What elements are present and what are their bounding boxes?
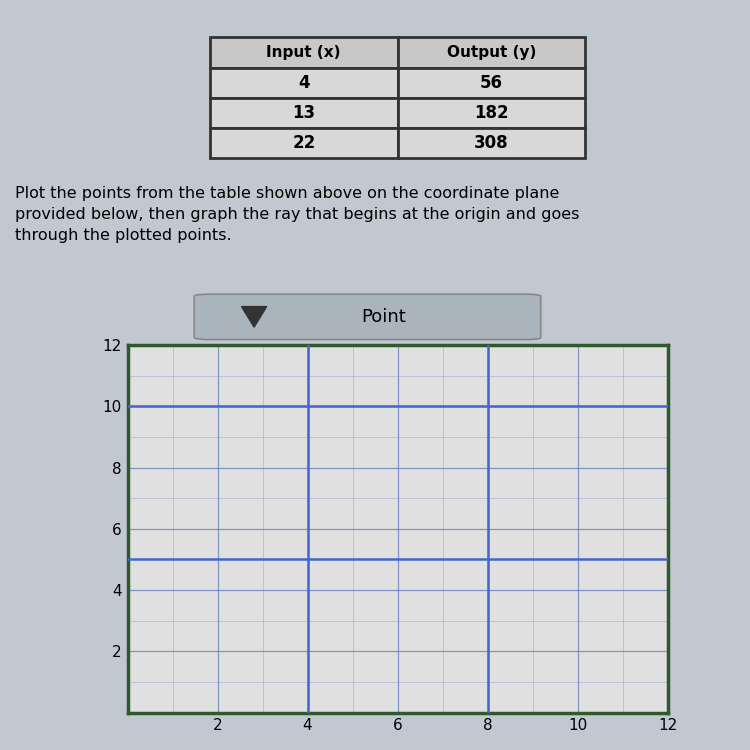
FancyBboxPatch shape xyxy=(194,294,541,340)
Text: Plot the points from the table shown above on the coordinate plane
provided belo: Plot the points from the table shown abo… xyxy=(15,186,579,243)
Polygon shape xyxy=(242,307,267,327)
Text: Point: Point xyxy=(361,308,406,326)
